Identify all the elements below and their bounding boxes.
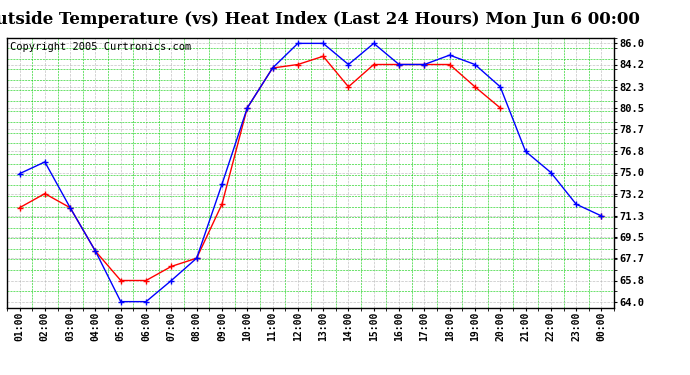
Text: Outside Temperature (vs) Heat Index (Last 24 Hours) Mon Jun 6 00:00: Outside Temperature (vs) Heat Index (Las… <box>0 11 640 28</box>
Text: Copyright 2005 Curtronics.com: Copyright 2005 Curtronics.com <box>10 42 191 51</box>
